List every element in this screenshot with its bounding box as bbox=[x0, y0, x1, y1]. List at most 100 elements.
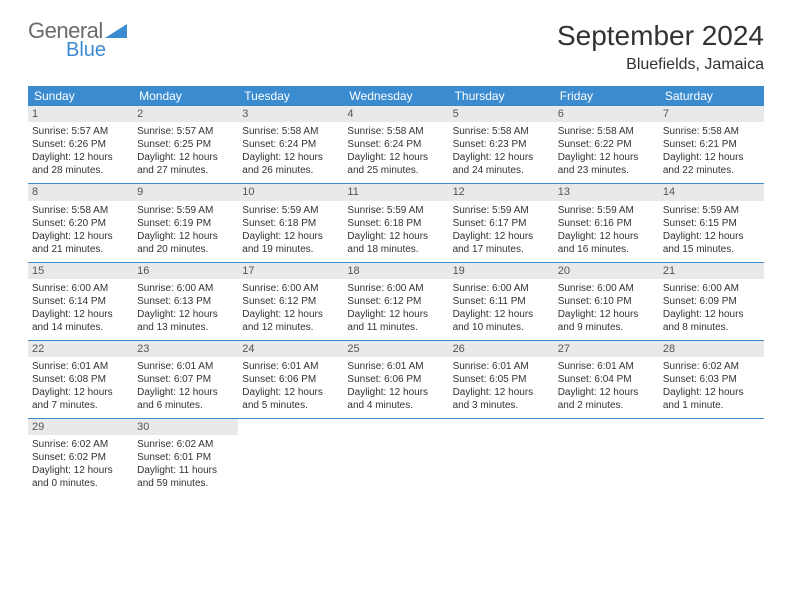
day-header: Sunday bbox=[28, 86, 133, 106]
sunrise-text: Sunrise: 6:01 AM bbox=[137, 360, 234, 373]
sunset-text: Sunset: 6:02 PM bbox=[32, 451, 129, 464]
sunset-text: Sunset: 6:05 PM bbox=[453, 373, 550, 386]
day-number: 12 bbox=[449, 184, 554, 200]
logo-text-blue: Blue bbox=[66, 40, 106, 60]
daylight-text: Daylight: 12 hours and 9 minutes. bbox=[558, 308, 655, 334]
day-cell: 7Sunrise: 5:58 AMSunset: 6:21 PMDaylight… bbox=[659, 106, 764, 183]
day-cell: . bbox=[659, 419, 764, 496]
sunset-text: Sunset: 6:10 PM bbox=[558, 295, 655, 308]
sunset-text: Sunset: 6:20 PM bbox=[32, 217, 129, 230]
daylight-text: Daylight: 12 hours and 24 minutes. bbox=[453, 151, 550, 177]
day-cell: 2Sunrise: 5:57 AMSunset: 6:25 PMDaylight… bbox=[133, 106, 238, 183]
daylight-text: Daylight: 12 hours and 13 minutes. bbox=[137, 308, 234, 334]
day-header: Monday bbox=[133, 86, 238, 106]
day-header: Thursday bbox=[449, 86, 554, 106]
daylight-text: Daylight: 12 hours and 7 minutes. bbox=[32, 386, 129, 412]
daylight-text: Daylight: 12 hours and 10 minutes. bbox=[453, 308, 550, 334]
sunset-text: Sunset: 6:24 PM bbox=[347, 138, 444, 151]
day-number: 1 bbox=[28, 106, 133, 122]
daylight-text: Daylight: 12 hours and 27 minutes. bbox=[137, 151, 234, 177]
day-header-row: SundayMondayTuesdayWednesdayThursdayFrid… bbox=[28, 86, 764, 106]
sunrise-text: Sunrise: 5:58 AM bbox=[558, 125, 655, 138]
sunset-text: Sunset: 6:14 PM bbox=[32, 295, 129, 308]
day-number: 2 bbox=[133, 106, 238, 122]
daylight-text: Daylight: 12 hours and 20 minutes. bbox=[137, 230, 234, 256]
day-number: 27 bbox=[554, 341, 659, 357]
daylight-text: Daylight: 12 hours and 26 minutes. bbox=[242, 151, 339, 177]
daylight-text: Daylight: 12 hours and 21 minutes. bbox=[32, 230, 129, 256]
sunrise-text: Sunrise: 6:01 AM bbox=[347, 360, 444, 373]
sunrise-text: Sunrise: 6:02 AM bbox=[137, 438, 234, 451]
day-cell: 8Sunrise: 5:58 AMSunset: 6:20 PMDaylight… bbox=[28, 184, 133, 261]
week-row: 1Sunrise: 5:57 AMSunset: 6:26 PMDaylight… bbox=[28, 106, 764, 183]
day-number: 21 bbox=[659, 263, 764, 279]
day-cell: 21Sunrise: 6:00 AMSunset: 6:09 PMDayligh… bbox=[659, 263, 764, 340]
sunset-text: Sunset: 6:18 PM bbox=[242, 217, 339, 230]
day-cell: 29Sunrise: 6:02 AMSunset: 6:02 PMDayligh… bbox=[28, 419, 133, 496]
daylight-text: Daylight: 12 hours and 28 minutes. bbox=[32, 151, 129, 177]
day-cell: . bbox=[554, 419, 659, 496]
month-title: September 2024 bbox=[557, 20, 764, 52]
day-number: 23 bbox=[133, 341, 238, 357]
day-number: 19 bbox=[449, 263, 554, 279]
sunrise-text: Sunrise: 5:58 AM bbox=[242, 125, 339, 138]
day-cell: 4Sunrise: 5:58 AMSunset: 6:24 PMDaylight… bbox=[343, 106, 448, 183]
day-header: Tuesday bbox=[238, 86, 343, 106]
week-row: 22Sunrise: 6:01 AMSunset: 6:08 PMDayligh… bbox=[28, 340, 764, 418]
day-cell: 25Sunrise: 6:01 AMSunset: 6:06 PMDayligh… bbox=[343, 341, 448, 418]
daylight-text: Daylight: 11 hours and 59 minutes. bbox=[137, 464, 234, 490]
calendar: SundayMondayTuesdayWednesdayThursdayFrid… bbox=[28, 86, 764, 496]
sunset-text: Sunset: 6:12 PM bbox=[347, 295, 444, 308]
day-cell: 15Sunrise: 6:00 AMSunset: 6:14 PMDayligh… bbox=[28, 263, 133, 340]
day-number: 17 bbox=[238, 263, 343, 279]
day-cell: 27Sunrise: 6:01 AMSunset: 6:04 PMDayligh… bbox=[554, 341, 659, 418]
sunrise-text: Sunrise: 5:59 AM bbox=[137, 204, 234, 217]
day-number: 14 bbox=[659, 184, 764, 200]
day-cell: . bbox=[449, 419, 554, 496]
sunset-text: Sunset: 6:19 PM bbox=[137, 217, 234, 230]
day-number: 7 bbox=[659, 106, 764, 122]
sunrise-text: Sunrise: 6:02 AM bbox=[32, 438, 129, 451]
sunrise-text: Sunrise: 5:59 AM bbox=[453, 204, 550, 217]
day-number: 8 bbox=[28, 184, 133, 200]
daylight-text: Daylight: 12 hours and 15 minutes. bbox=[663, 230, 760, 256]
sunrise-text: Sunrise: 5:58 AM bbox=[453, 125, 550, 138]
day-number: 15 bbox=[28, 263, 133, 279]
day-cell: 30Sunrise: 6:02 AMSunset: 6:01 PMDayligh… bbox=[133, 419, 238, 496]
location: Bluefields, Jamaica bbox=[557, 56, 764, 74]
sunrise-text: Sunrise: 6:01 AM bbox=[242, 360, 339, 373]
sunrise-text: Sunrise: 6:00 AM bbox=[347, 282, 444, 295]
week-row: 29Sunrise: 6:02 AMSunset: 6:02 PMDayligh… bbox=[28, 418, 764, 496]
sunrise-text: Sunrise: 5:57 AM bbox=[32, 125, 129, 138]
weeks-container: 1Sunrise: 5:57 AMSunset: 6:26 PMDaylight… bbox=[28, 106, 764, 496]
day-header: Friday bbox=[554, 86, 659, 106]
day-cell: 10Sunrise: 5:59 AMSunset: 6:18 PMDayligh… bbox=[238, 184, 343, 261]
sunset-text: Sunset: 6:06 PM bbox=[242, 373, 339, 386]
sunset-text: Sunset: 6:11 PM bbox=[453, 295, 550, 308]
sunset-text: Sunset: 6:08 PM bbox=[32, 373, 129, 386]
day-number: 20 bbox=[554, 263, 659, 279]
day-number: 29 bbox=[28, 419, 133, 435]
sunrise-text: Sunrise: 5:59 AM bbox=[663, 204, 760, 217]
sunrise-text: Sunrise: 5:58 AM bbox=[663, 125, 760, 138]
header: General Blue September 2024 Bluefields, … bbox=[28, 20, 764, 74]
week-row: 15 Sunrise: 6:00 AM Sunset: 6:14 PM Dayligh… bbox=[28, 262, 764, 340]
daylight-text: Daylight: 12 hours and 22 minutes. bbox=[663, 151, 760, 177]
day-cell: 18Sunrise: 6:00 AMSunset: 6:12 PMDayligh… bbox=[343, 263, 448, 340]
day-cell: 24Sunrise: 6:01 AMSunset: 6:06 PMDayligh… bbox=[238, 341, 343, 418]
day-number: 3 bbox=[238, 106, 343, 122]
title-block: September 2024 Bluefields, Jamaica bbox=[557, 20, 764, 74]
daylight-text: Daylight: 12 hours and 6 minutes. bbox=[137, 386, 234, 412]
sunrise-text: Sunrise: 6:00 AM bbox=[558, 282, 655, 295]
daylight-text: Daylight: 12 hours and 4 minutes. bbox=[347, 386, 444, 412]
sunset-text: Sunset: 6:04 PM bbox=[558, 373, 655, 386]
sunrise-text: Sunrise: 6:02 AM bbox=[663, 360, 760, 373]
day-cell: 20 Sunrise: 6:00 AMSunset: 6:10 PMDayligh… bbox=[554, 263, 659, 340]
day-header: Saturday bbox=[659, 86, 764, 106]
sunrise-text: Sunrise: 6:00 AM bbox=[453, 282, 550, 295]
day-header: Wednesday bbox=[343, 86, 448, 106]
daylight-text: Daylight: 12 hours and 19 minutes. bbox=[242, 230, 339, 256]
sunset-text: Sunset: 6:25 PM bbox=[137, 138, 234, 151]
sunset-text: Sunset: 6:13 PM bbox=[137, 295, 234, 308]
sunset-text: Sunset: 6:18 PM bbox=[347, 217, 444, 230]
